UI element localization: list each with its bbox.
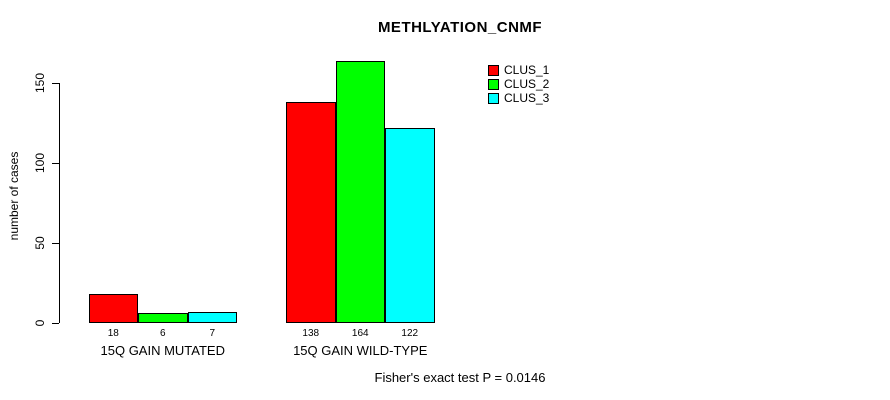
bar-value-label: 18 bbox=[107, 328, 119, 339]
y-axis-tick bbox=[52, 162, 59, 164]
bar-value-label: 138 bbox=[302, 328, 320, 339]
legend-swatch-icon bbox=[488, 64, 499, 76]
legend-swatch-icon bbox=[488, 92, 499, 104]
y-axis-line bbox=[59, 83, 60, 323]
category-label: 15Q GAIN MUTATED bbox=[100, 343, 225, 358]
bar-value-label: 164 bbox=[351, 328, 369, 339]
bar-clus_2-group2 bbox=[335, 60, 385, 323]
y-axis-tick bbox=[52, 322, 59, 324]
fisher-test-annotation: Fisher's exact test P = 0.0146 bbox=[374, 370, 546, 385]
legend-label: CLUS_1 bbox=[504, 63, 550, 77]
bar-value-label: 122 bbox=[401, 328, 419, 339]
legend-item-clus_1: CLUS_1 bbox=[488, 64, 549, 76]
bar-clus_3-group2 bbox=[385, 127, 435, 323]
bar-clus_1-group2 bbox=[286, 102, 336, 323]
legend-label: CLUS_2 bbox=[504, 77, 550, 91]
chart-legend: CLUS_1 CLUS_2 CLUS_3 bbox=[488, 64, 549, 104]
y-axis-tick-label: 50 bbox=[33, 236, 47, 250]
y-axis-tick bbox=[52, 82, 59, 84]
y-axis-tick-label: 100 bbox=[33, 152, 47, 174]
y-axis-tick-label: 150 bbox=[33, 72, 47, 94]
chart-title: METHLYATION_CNMF bbox=[377, 19, 543, 36]
y-axis-tick-label: 0 bbox=[33, 319, 47, 327]
bar-clus_2-group1 bbox=[138, 313, 188, 323]
bar-value-label: 7 bbox=[209, 328, 216, 339]
legend-swatch-icon bbox=[488, 78, 499, 90]
legend-item-clus_3: CLUS_3 bbox=[488, 92, 549, 104]
legend-label: CLUS_3 bbox=[504, 91, 550, 105]
bar-value-label: 6 bbox=[159, 328, 166, 339]
bar-clus_3-group1 bbox=[187, 311, 237, 323]
bar-clus_1-group1 bbox=[88, 294, 138, 323]
category-label: 15Q GAIN WILD-TYPE bbox=[293, 343, 428, 358]
y-axis-tick bbox=[52, 242, 59, 244]
legend-item-clus_2: CLUS_2 bbox=[488, 78, 549, 90]
